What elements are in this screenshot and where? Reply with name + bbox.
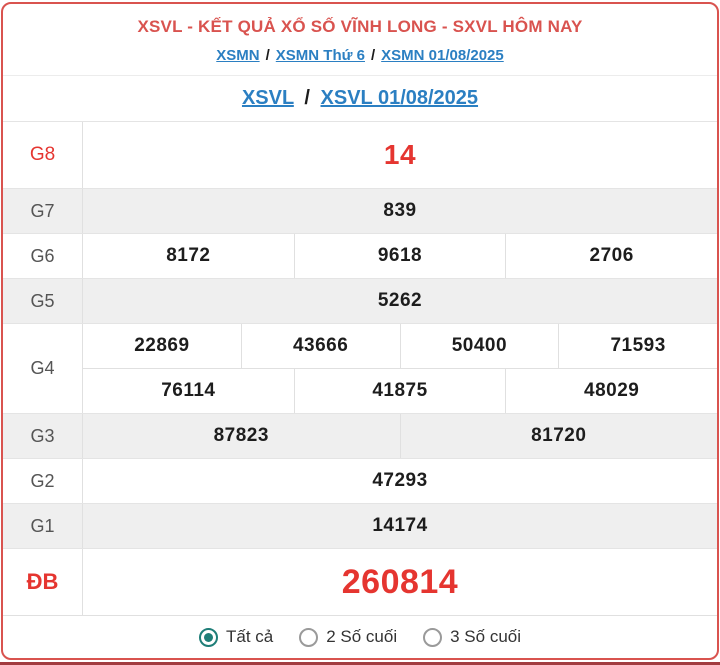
breadcrumb-link[interactable]: XSMN <box>216 47 260 64</box>
breadcrumb-separator: / <box>370 47 376 64</box>
prize-number: 76114 <box>161 380 216 401</box>
result-row: G5 5262 <box>3 279 717 324</box>
prize-number: 260814 <box>341 562 459 601</box>
prize-label: G4 <box>3 324 83 413</box>
radio-icon <box>198 627 218 647</box>
breadcrumb-separator: / <box>304 87 310 109</box>
prize-number: 2706 <box>505 234 717 278</box>
prize-number: 22869 <box>134 335 190 356</box>
filter-radio-option[interactable]: 3 Số cuối <box>423 627 521 647</box>
page-title: XSVL - KẾT QUẢ XỔ SỐ VĨNH LONG - SXVL HÔ… <box>137 17 583 36</box>
prize-label: G8 <box>3 122 83 188</box>
filter-radio-label: 2 Số cuối <box>326 627 398 646</box>
breadcrumb-separator: / <box>265 47 270 64</box>
prize-number: 48029 <box>505 369 717 413</box>
prize-number: 47293 <box>372 470 428 491</box>
xsvl-link[interactable]: XSVL <box>241 87 294 109</box>
result-row: G1 14174 <box>3 504 717 549</box>
prize-number: 9618 <box>293 234 506 278</box>
result-row: G6 8172 9618 2706 <box>3 234 717 279</box>
breadcrumb-link[interactable]: XSMN 01/08/2025 <box>381 47 504 64</box>
filter-radio-label: Tất cả <box>225 627 274 646</box>
prize-number: 14174 <box>372 515 428 536</box>
filter-radio-option[interactable]: Tất cả <box>198 627 274 647</box>
prize-number: 8172 <box>166 245 211 266</box>
radio-dot <box>203 632 213 642</box>
prize-label: ĐB <box>3 549 83 615</box>
results-header: XSVL - KẾT QUẢ XỔ SỐ VĨNH LONG - SXVL HÔ… <box>3 4 717 76</box>
prize-label: G5 <box>3 279 83 323</box>
result-row: G7 839 <box>3 189 717 234</box>
prize-number: 14 <box>383 139 417 170</box>
result-row: G4 22869 43666 50400 71593 76114 41875 48029 <box>3 324 717 414</box>
prize-number: 5262 <box>377 290 423 311</box>
prize-label: G6 <box>3 234 83 278</box>
result-row: ĐB 260814 <box>3 549 717 615</box>
result-row: G2 47293 <box>3 459 717 504</box>
breadcrumb-link[interactable]: XSMN Thứ 6 <box>275 47 365 64</box>
next-section-edge <box>0 662 720 665</box>
prize-number: 71593 <box>558 324 717 368</box>
prize-number: 41875 <box>293 369 506 413</box>
filter-radio-option[interactable]: 2 Số cuối <box>299 627 397 647</box>
prize-table: G8 14 G7 839 G6 8172 9618 2706 G5 5262 G4 22869 4366… <box>3 121 717 615</box>
prize-label: G1 <box>3 504 83 548</box>
prize-label: G3 <box>3 414 83 458</box>
radio-icon <box>423 627 443 647</box>
result-row: G3 87823 81720 <box>3 414 717 459</box>
prize-number: 43666 <box>240 324 400 368</box>
prize-number: 81720 <box>399 414 718 458</box>
prize-label: G7 <box>3 189 83 233</box>
prize-number: 87823 <box>213 425 269 446</box>
breadcrumb: XSMN / XSMN Thứ 6 / XSMN 01/08/2025 <box>11 47 709 64</box>
digit-filter-bar: Tất cả 2 Số cuối 3 Số cuối <box>3 615 717 658</box>
radio-icon <box>299 627 319 647</box>
sub-breadcrumb: XSVL / XSVL 01/08/2025 <box>3 76 717 121</box>
prize-label: G2 <box>3 459 83 503</box>
result-row: G8 14 <box>3 122 717 189</box>
prize-number: 839 <box>383 200 417 221</box>
prize-number: 50400 <box>399 324 559 368</box>
filter-radio-label: 3 Số cuối <box>450 627 522 646</box>
xsvl-date-link[interactable]: XSVL 01/08/2025 <box>320 87 479 109</box>
